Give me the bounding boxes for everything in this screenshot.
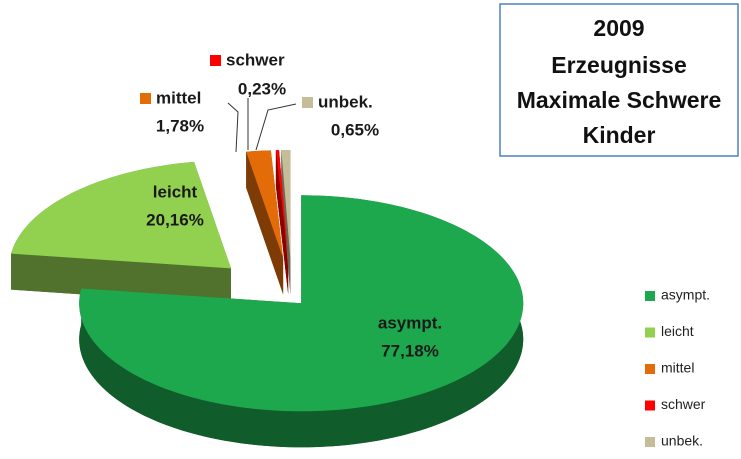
- pie-slice: [11, 161, 231, 269]
- title-box: [499, 3, 739, 157]
- legend-key: [645, 437, 655, 447]
- slice-wall: [275, 150, 289, 295]
- legend-key: [645, 364, 655, 374]
- pie-slice: [79, 195, 524, 412]
- legend-key: [645, 327, 655, 338]
- pie-slice: [281, 150, 291, 259]
- legend-key: [645, 400, 655, 411]
- legend-label: schwer: [661, 396, 706, 412]
- data-label-name: schwer: [226, 50, 285, 69]
- data-label-name: unbek.: [318, 92, 373, 111]
- legend-key: [645, 291, 655, 301]
- slice-wall: [246, 151, 284, 295]
- data-label-value: 0,23%: [238, 79, 286, 98]
- chart-title: Kinder: [583, 122, 656, 148]
- legend-label: asympt.: [661, 287, 710, 303]
- legend-label: unbek.: [661, 433, 703, 449]
- pie-slice: [246, 150, 284, 259]
- data-label-value: 1,78%: [156, 116, 204, 135]
- chart-title: 2009: [593, 15, 644, 41]
- legend: asympt. leicht mittel schwer unbek.: [645, 287, 710, 449]
- chart-title: Maximale Schwere: [517, 87, 722, 113]
- slice-wall: [281, 150, 291, 295]
- slice-wall: [11, 253, 231, 305]
- data-label-name: asympt.: [378, 313, 442, 332]
- leader-line: [255, 103, 297, 151]
- legend-label: mittel: [661, 360, 694, 376]
- data-label-value: 0,65%: [331, 120, 379, 139]
- pie-tops: [11, 150, 524, 412]
- label-key: [302, 97, 313, 108]
- leader-line: [227, 102, 239, 153]
- label-key: [210, 55, 221, 66]
- data-labels: asympt. 77,18% leicht 20,16% mittel 1,78% schw…: [140, 50, 442, 360]
- chart-title: Erzeugnisse: [551, 52, 687, 78]
- pie-slice: [275, 150, 289, 259]
- data-label-name: leicht: [153, 182, 198, 201]
- data-label-value: 20,16%: [146, 210, 204, 229]
- legend-label: leicht: [661, 323, 694, 339]
- label-key: [140, 93, 151, 104]
- data-label-name: mittel: [156, 88, 201, 107]
- data-label-value: 77,18%: [381, 341, 439, 360]
